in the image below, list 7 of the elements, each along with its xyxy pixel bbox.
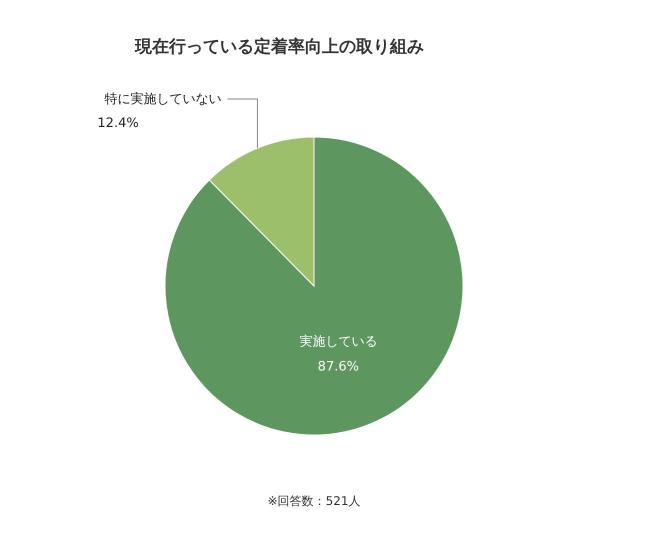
data-label: 87.6%	[318, 359, 359, 374]
chart-title: 現在行っている定着率向上の取り組み	[134, 37, 424, 57]
pie-slice	[164, 136, 464, 436]
slice-label: 実施している	[299, 333, 378, 350]
data-label: 12.4%	[97, 116, 139, 131]
text: ※回答数：521人	[268, 494, 360, 508]
slice-label: 特に実施していない	[104, 91, 222, 107]
